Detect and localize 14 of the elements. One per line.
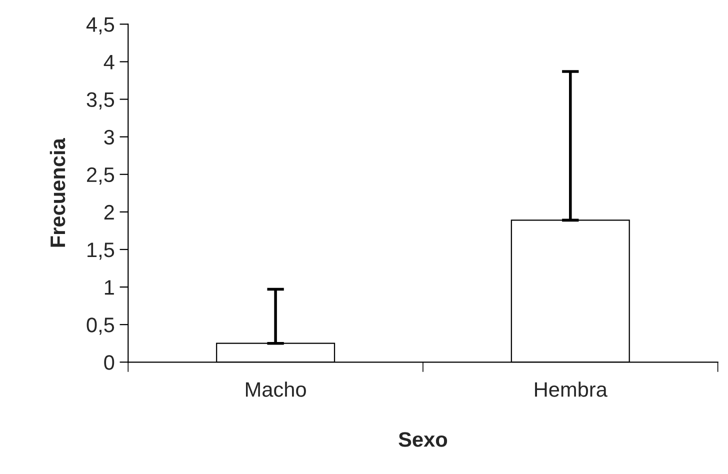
y-tick-label: 3 (104, 130, 114, 145)
y-tick-label: 0,5 (86, 318, 114, 335)
y-axis-title: Frecuencia (50, 138, 66, 247)
x-tick-label: Macho (246, 382, 306, 397)
y-tick-label: 0 (104, 355, 114, 370)
y-tick-label: 2 (104, 204, 114, 220)
y-tick-label: 3,5 (86, 92, 114, 110)
x-tick-label: Hembra (535, 382, 608, 397)
x-axis-title: Sexo (398, 432, 448, 447)
y-tick-label: 4,5 (86, 17, 114, 34)
y-tick-label: 2,5 (87, 167, 114, 185)
y-tick-label: 4 (104, 54, 114, 70)
y-tick-label: 1 (104, 280, 114, 295)
y-tick-label: 1,5 (88, 242, 114, 260)
